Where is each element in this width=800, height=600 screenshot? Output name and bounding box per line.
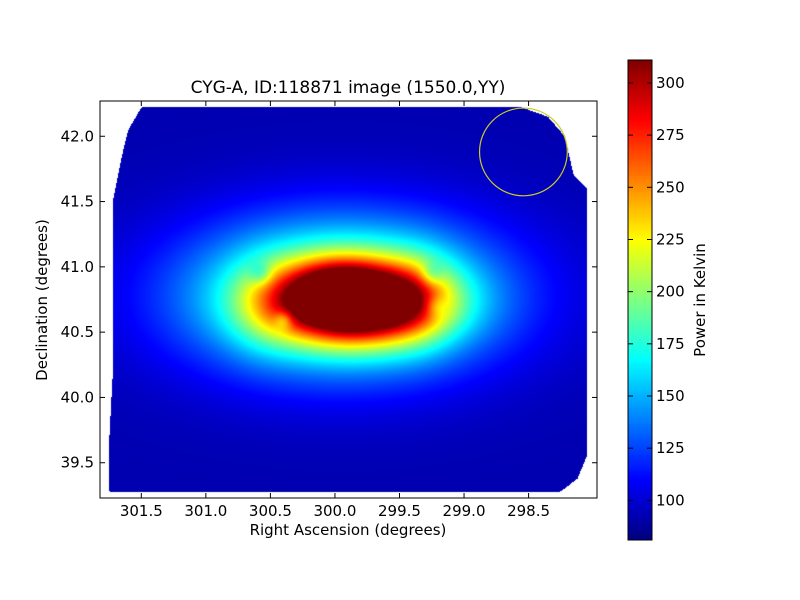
- colorbar-tick-label: 275: [656, 126, 685, 144]
- colorbar-ticks: 100 125 150 175 200 225 250 275 300: [628, 74, 685, 509]
- x-tick-label: 299.5: [378, 502, 421, 520]
- colorbar-tick-label: 200: [656, 283, 685, 301]
- x-tick-label: 301.0: [184, 502, 227, 520]
- y-tick-label: 41.5: [61, 193, 94, 211]
- colorbar-tick-label: 100: [656, 491, 685, 509]
- colorbar-tick-label: 125: [656, 439, 685, 457]
- y-tick-label: 39.5: [61, 454, 94, 472]
- x-axis-label: Right Ascension (degrees): [250, 521, 447, 539]
- y-tick-label: 41.0: [61, 258, 94, 276]
- colorbar-frame: [627, 59, 653, 541]
- colorbar-gradient: [628, 60, 652, 540]
- heatmap-plot-area: [99, 100, 598, 499]
- x-tick-label: 300.5: [249, 502, 292, 520]
- x-tick-label: 298.5: [507, 502, 550, 520]
- colorbar-tick-label: 250: [656, 178, 685, 196]
- y-axis-label: Declination (degrees): [33, 219, 51, 381]
- heatmap-image: [100, 101, 597, 498]
- colorbar-label: Power in Kelvin: [691, 243, 709, 357]
- plot-frame: [99, 100, 598, 499]
- x-tick-label: 301.5: [120, 502, 163, 520]
- colorbar-tick-label: 175: [656, 335, 685, 353]
- annotation-circle: [478, 107, 568, 197]
- y-tick-label: 40.5: [61, 323, 94, 341]
- colorbar-tick-label: 300: [656, 74, 685, 92]
- x-tick-label: 300.0: [313, 502, 356, 520]
- x-axis-ticks: 301.5 301.0 300.5 300.0 299.5 299.0 298.5: [120, 101, 550, 520]
- y-axis-ticks: 39.5 40.0 40.5 41.0 41.5 42.0: [61, 127, 597, 472]
- colorbar-tick-label: 225: [656, 230, 685, 248]
- colorbar: 100 125 150 175 200 225 250 275 300: [627, 59, 685, 541]
- x-tick-label: 299.0: [443, 502, 486, 520]
- y-tick-label: 42.0: [61, 127, 94, 145]
- colorbar-tick-label: 150: [656, 387, 685, 405]
- chart-title: CYG-A, ID:118871 image (1550.0,YY): [191, 78, 506, 98]
- y-tick-label: 40.0: [61, 388, 94, 406]
